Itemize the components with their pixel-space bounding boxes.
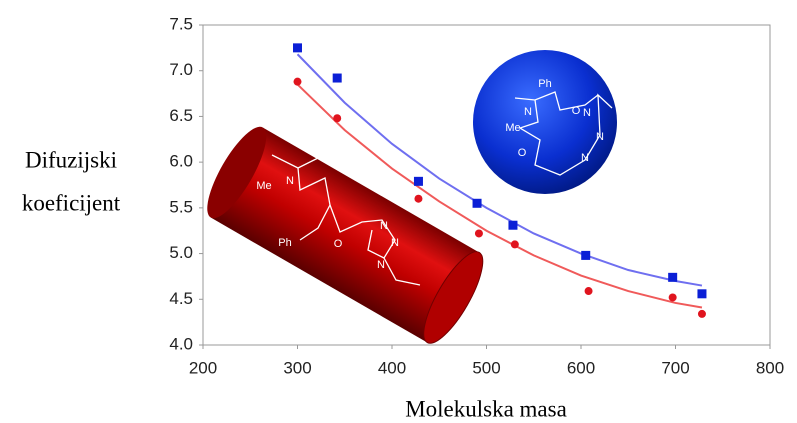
x-axis-label: Molekulska masa bbox=[405, 396, 567, 421]
data-point bbox=[697, 309, 706, 318]
atom-label: Me bbox=[505, 122, 520, 134]
x-tick-label: 400 bbox=[378, 358, 406, 377]
data-point bbox=[508, 220, 518, 230]
atom-label: O bbox=[518, 147, 527, 159]
x-tick-label: 300 bbox=[283, 358, 311, 377]
data-point bbox=[333, 114, 342, 123]
atom-label: O bbox=[314, 140, 323, 152]
y-tick-label: 5.5 bbox=[169, 197, 193, 216]
atom-label: N bbox=[581, 152, 589, 164]
data-point bbox=[474, 229, 483, 238]
x-tick-label: 200 bbox=[189, 358, 217, 377]
data-point bbox=[414, 194, 423, 203]
data-point bbox=[293, 43, 302, 53]
atom-label: N bbox=[596, 131, 604, 143]
data-point bbox=[697, 289, 707, 299]
y-axis-label: koeficijent bbox=[22, 190, 121, 215]
y-tick-label: 4.5 bbox=[169, 289, 193, 308]
fit-curve bbox=[296, 83, 703, 309]
atom-label: Ph bbox=[278, 237, 291, 249]
y-tick-label: 4.0 bbox=[169, 334, 193, 353]
plot-area: 4.0 4.5 5.0 5.5 6.0 6.5 7.0 7.5 200 300 400 500 600 7… bbox=[169, 14, 784, 377]
data-point bbox=[584, 287, 593, 296]
atom-label: N bbox=[391, 237, 399, 249]
data-point bbox=[293, 77, 302, 86]
sphere-molecule bbox=[514, 91, 613, 176]
cylinder-molecule bbox=[271, 154, 421, 286]
y-tick-label: 7.5 bbox=[169, 14, 193, 33]
atom-label: N bbox=[380, 220, 388, 232]
x-tick-label: 700 bbox=[661, 358, 689, 377]
y-tick-label: 6.5 bbox=[169, 106, 193, 125]
x-tick-label: 600 bbox=[567, 358, 595, 377]
atom-label: N bbox=[583, 107, 591, 119]
data-point bbox=[413, 176, 423, 186]
fit-curve bbox=[296, 53, 703, 287]
atom-label: O bbox=[572, 105, 581, 117]
data-point bbox=[581, 250, 591, 260]
y-tick-label: 6.0 bbox=[169, 152, 193, 171]
y-tick-label: 5.0 bbox=[169, 243, 193, 262]
data-point bbox=[668, 272, 678, 282]
x-tick-label: 500 bbox=[472, 358, 500, 377]
y-axis-label: Difuzijski bbox=[25, 147, 117, 172]
data-point bbox=[472, 198, 482, 208]
atom-label: N bbox=[377, 259, 385, 271]
data-point bbox=[668, 293, 677, 302]
sphere-illustration bbox=[473, 50, 617, 194]
data-point bbox=[510, 240, 519, 249]
atom-label: O bbox=[334, 238, 343, 250]
atom-label: N bbox=[524, 106, 532, 118]
y-tick-label: 7.0 bbox=[169, 60, 193, 79]
atom-label: N bbox=[286, 175, 294, 187]
data-point bbox=[332, 73, 342, 83]
x-tick-label: 800 bbox=[756, 358, 784, 377]
atom-label: Me bbox=[256, 180, 271, 192]
atom-label: Ph bbox=[538, 78, 551, 90]
cylinder-illustration bbox=[207, 126, 484, 344]
